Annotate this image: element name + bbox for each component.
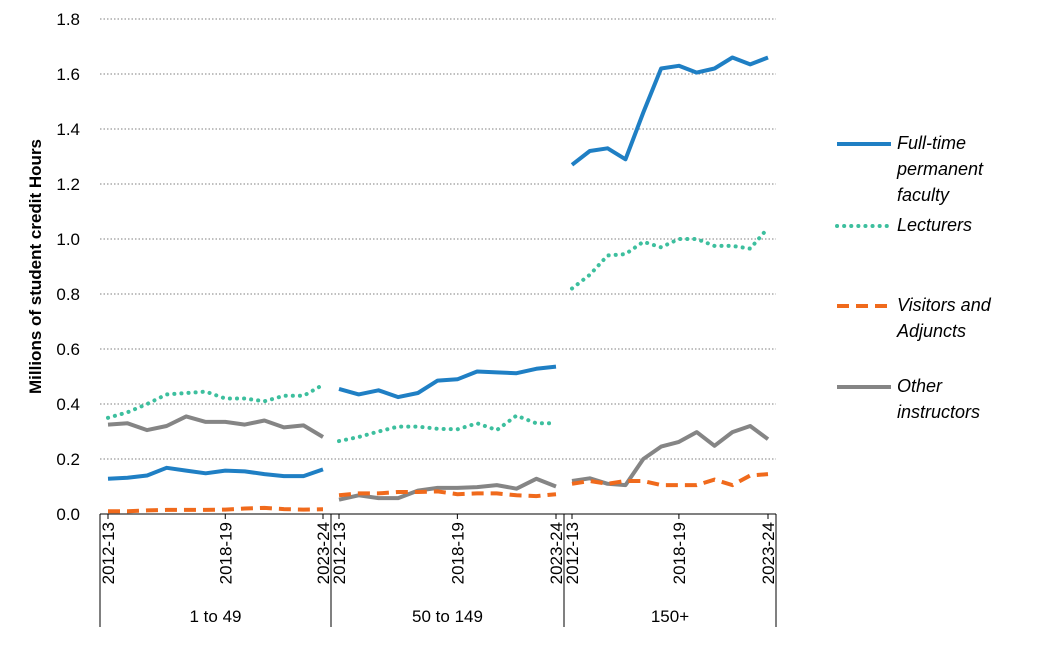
legend-swatch [837,142,891,146]
y-tick-label: 1.4 [56,120,80,139]
legend-label-line: permanent [897,159,984,179]
legend-label-line: instructors [897,402,981,422]
legend-label-line: Visitors and [897,295,991,315]
series-line-other-instructors [338,476,557,502]
series-line-lecturers [337,413,558,444]
x-tick-label: 2018-19 [216,522,235,584]
group-label: 150+ [651,607,689,626]
legend-label: Lecturers [897,212,1037,238]
y-tick-label: 1.6 [56,65,80,84]
legend-swatch [835,224,891,228]
series-line-other-instructors [571,424,770,488]
y-tick-label: 0.2 [56,450,80,469]
x-tick-label: 2023-24 [314,522,333,584]
legend-swatch [837,304,891,308]
gridlines [100,18,776,460]
y-tick-label: 1.2 [56,175,80,194]
group-label: 50 to 149 [412,607,483,626]
x-tick-label: 2023-24 [547,522,566,584]
x-tick-label: 2018-19 [448,522,467,584]
legend-label-line: Other [897,376,943,396]
x-tick-label: 2012-13 [330,522,349,584]
legend-swatch [837,385,891,389]
y-tick-label: 0.0 [56,505,80,524]
x-tick-label: 2012-13 [563,522,582,584]
series-line-full-time-permanent-faculty [338,364,557,400]
legend-label: Other instructors [897,373,1037,425]
legend-label: Visitors and Adjuncts [897,292,1037,344]
group-label: 1 to 49 [190,607,242,626]
series-line-full-time-permanent-faculty [107,465,324,481]
series-line-visitors-and-adjuncts [571,472,769,488]
legend-label-line: Adjuncts [897,321,967,341]
legend-label-line: Full-time [897,133,967,153]
legend-label-line: Lecturers [897,215,973,235]
y-tick-label: 1.8 [56,10,80,29]
series-line-lecturers [570,226,770,291]
y-tick-label: 0.8 [56,285,80,304]
series-line-lecturers [106,382,325,420]
series-line-full-time-permanent-faculty [570,55,769,167]
series-line-other-instructors [107,414,325,439]
legend-label-line: faculty [897,185,950,205]
x-tick-label: 2023-24 [759,522,778,584]
series-line-visitors-and-adjuncts [108,505,324,514]
legend-label: Full-time permanent faculty [897,130,1037,208]
axes [99,513,777,627]
y-tick-label: 0.6 [56,340,80,359]
series-line-visitors-and-adjuncts [338,489,557,499]
axis-labels: 0.0 0.2 0.4 0.6 0.8 1.0 1.2 1.4 1.6 1.8 Millions o… [26,10,778,626]
y-axis-title: Millions of student credit Hours [26,139,45,394]
x-tick-label: 2012-13 [99,522,118,584]
y-tick-label: 1.0 [56,230,80,249]
series-layer [106,55,770,514]
x-tick-label: 2018-19 [670,522,689,584]
y-tick-label: 0.4 [56,395,80,414]
